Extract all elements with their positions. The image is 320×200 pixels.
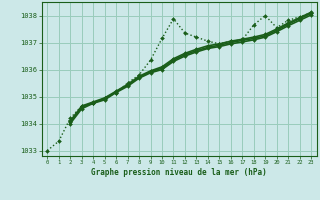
X-axis label: Graphe pression niveau de la mer (hPa): Graphe pression niveau de la mer (hPa) xyxy=(91,168,267,177)
